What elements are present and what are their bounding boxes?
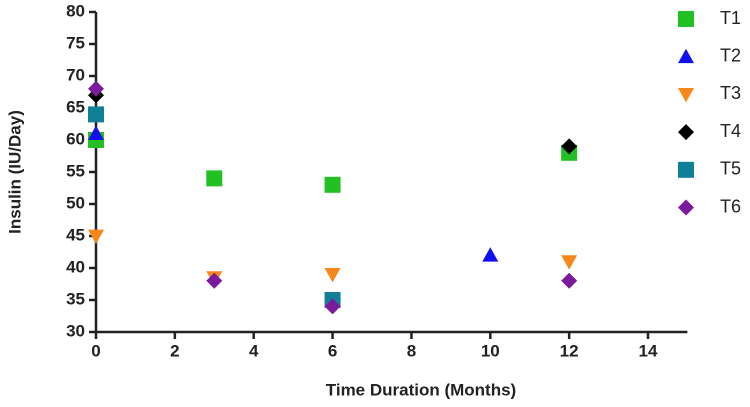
- point: [561, 138, 578, 155]
- point: [88, 229, 104, 244]
- legend-label: T2: [720, 45, 741, 65]
- point: [88, 80, 104, 97]
- y-tick-label: 40: [66, 257, 85, 276]
- y-tick-label: 80: [66, 1, 85, 20]
- legend-label: T5: [720, 159, 741, 179]
- legend-marker: [678, 161, 694, 178]
- legend-label: T3: [720, 83, 741, 103]
- x-tick-label: 6: [328, 341, 337, 360]
- y-tick-label: 45: [66, 225, 85, 244]
- x-tick-label: 10: [481, 341, 500, 360]
- y-tick-label: 30: [66, 321, 85, 340]
- point: [206, 272, 223, 289]
- legend-marker: [678, 48, 694, 64]
- x-tick-label: 4: [249, 341, 259, 360]
- legend-marker: [678, 199, 694, 216]
- legend-marker: [678, 124, 694, 141]
- y-tick-label: 35: [66, 289, 85, 308]
- y-axis-label: Insulin (IU/Day): [5, 110, 24, 234]
- y-tick-label: 70: [66, 65, 85, 84]
- x-tick-label: 12: [560, 341, 579, 360]
- point: [482, 247, 499, 262]
- point: [324, 176, 341, 193]
- point: [206, 170, 223, 187]
- x-axis-label: Time Duration (Months): [326, 380, 516, 399]
- point: [88, 106, 104, 123]
- x-tick-label: 0: [91, 341, 100, 360]
- point: [561, 255, 578, 270]
- point: [561, 272, 578, 289]
- y-tick-label: 75: [66, 33, 85, 52]
- x-tick-label: 14: [639, 341, 658, 360]
- y-tick-label: 55: [66, 161, 85, 180]
- y-tick-label: 60: [66, 129, 85, 148]
- legend-label: T6: [720, 196, 741, 216]
- point: [88, 125, 104, 140]
- point: [324, 298, 341, 315]
- legend-label: T4: [720, 121, 741, 141]
- x-tick-label: 2: [170, 341, 179, 360]
- legend-marker: [678, 11, 694, 27]
- legend-label: T1: [720, 8, 741, 28]
- y-tick-label: 65: [66, 97, 85, 116]
- x-tick-label: 8: [407, 341, 416, 360]
- legend-marker: [678, 88, 694, 103]
- y-tick-label: 50: [66, 193, 85, 212]
- point: [324, 268, 341, 283]
